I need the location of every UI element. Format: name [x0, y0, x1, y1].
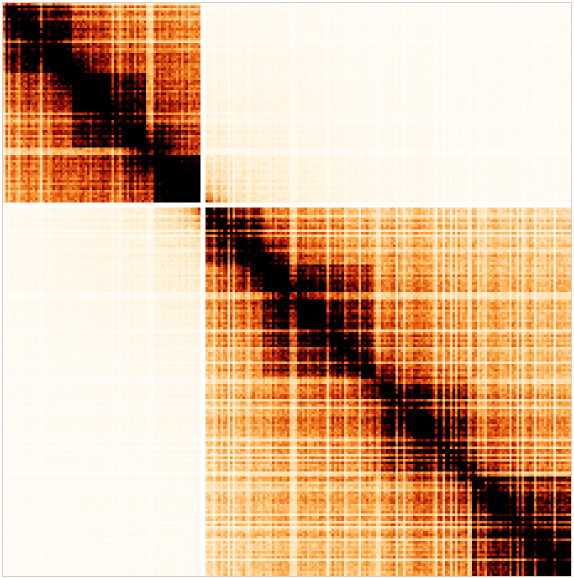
contact-matrix-heatmap — [2, 2, 572, 577]
heatmap-figure — [2, 2, 572, 577]
